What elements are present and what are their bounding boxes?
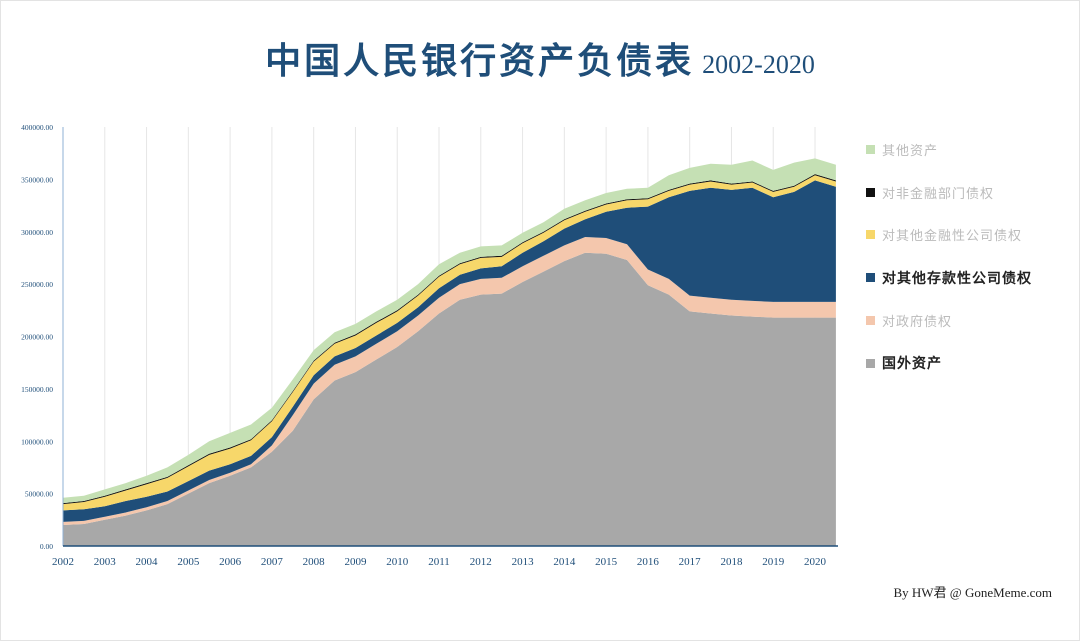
y-tick-label: 300000.00 [21,228,53,237]
x-tick-label: 2003 [94,556,117,568]
y-tick-label: 100000.00 [21,437,53,446]
y-tick-labels: 0.00 50000.00 100000.00 150000.00 200000.00 2… [21,123,53,551]
legend-swatch [866,273,875,283]
legend-label: 国外资产 [882,356,942,373]
legend-swatch [866,144,875,154]
x-tick-label: 2008 [303,556,326,568]
x-tick-label: 2018 [720,556,743,568]
x-tick-label: 2019 [762,556,785,568]
credit-text: By HW君 @ GoneMeme.com [893,585,1052,600]
y-tick-label: 150000.00 [21,385,53,394]
x-tick-label: 2011 [428,556,450,568]
x-tick-label: 2009 [344,556,367,568]
x-tick-label: 2004 [136,556,159,568]
legend-label: 对其他存款性公司债权 [882,270,1032,287]
chart-title: 中国人民银行资产负债表 2002-2020 [0,32,1080,84]
legend-label: 对政府债权 [882,315,953,331]
legend-label: 其他资产 [882,143,939,159]
y-tick-label: 0.00 [40,542,53,551]
x-tick-label: 2012 [470,556,492,568]
y-tick-label: 200000.00 [21,333,53,342]
legend-swatch [866,187,875,197]
x-tick-label: 2005 [177,556,200,568]
legend-label: 对非金融部门债权 [882,186,995,202]
chart-title-main: 中国人民银行资产负债表 [265,40,695,82]
axes [62,127,838,547]
x-tick-label: 2020 [804,556,827,568]
legend-item: 对其他金融性公司债权 [866,214,1066,257]
y-tick-label: 50000.00 [25,490,53,499]
x-tick-label: 2002 [52,556,74,568]
x-tick-label: 2010 [386,556,409,568]
y-tick-label: 350000.00 [21,175,53,184]
legend-item: 对政府债权 [866,299,1066,342]
x-tick-label: 2006 [219,556,242,568]
legend-item: 对其他存款性公司债权 [866,256,1066,299]
area-0 [63,252,836,546]
x-tick-label: 2016 [637,556,660,568]
y-tick-label: 400000.00 [21,123,53,132]
area-series [63,158,836,546]
legend-item: 对非金融部门债权 [866,171,1066,214]
x-tick-labels: 2002 2003 2004 2005 2006 2007 2008 2009 2010 2011… [52,556,827,568]
legend-swatch [866,358,875,368]
legend: 其他资产对非金融部门债权对其他金融性公司债权 对其他存款性公司债权 对政府债权国外资… [866,128,1066,385]
area-1 [63,237,836,525]
x-tick-label: 2015 [595,556,618,568]
legend-swatch [866,316,875,326]
legend-label: 对其他金融性公司债权 [882,229,1023,245]
legend-swatch [866,230,875,240]
x-tick-label: 2007 [261,556,284,568]
x-tick-label: 2014 [553,556,576,568]
area-2 [63,180,836,522]
x-tick-label: 2017 [679,556,702,568]
x-tick-label: 2013 [512,556,535,568]
legend-item: 国外资产 [866,342,1066,385]
legend-item: 其他资产 [866,128,1066,171]
y-tick-label: 250000.00 [21,280,53,289]
chart-title-years: 2002-2020 [702,50,815,79]
